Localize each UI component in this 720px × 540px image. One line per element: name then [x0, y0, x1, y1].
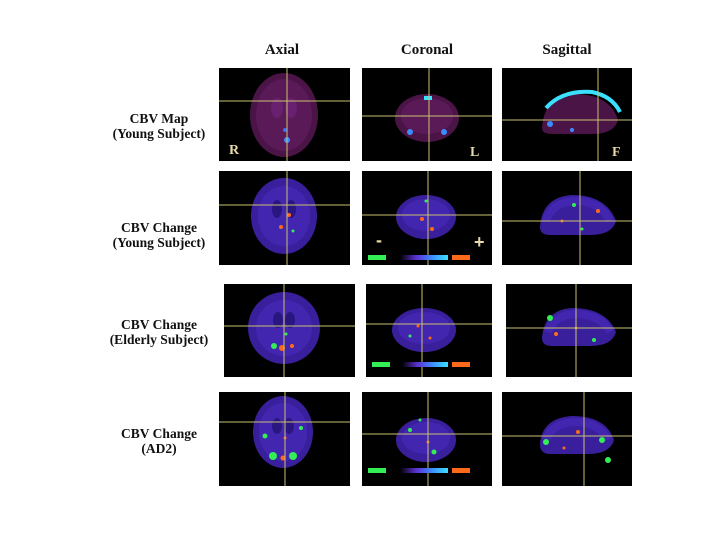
scale-minus-label: - [376, 230, 382, 250]
panel-sagittal-map-young [502, 68, 632, 161]
row-label-line2: (AD2) [141, 441, 177, 456]
panel-axial-change-ad2 [219, 392, 350, 486]
coronal-brain-image [362, 392, 492, 486]
axial-brain-image [219, 392, 350, 486]
colorbar-decrease [368, 468, 386, 473]
colorbar-gradient [402, 362, 448, 367]
row-label-line2: (Young Subject) [112, 126, 206, 141]
axial-brain-image [224, 284, 355, 377]
row-label-cbv-change-young: CBV Change (Young Subject) [90, 220, 228, 250]
row-label-line2: (Elderly Subject) [109, 332, 209, 347]
colorbar-decrease [372, 362, 390, 367]
panel-coronal-change-elderly [366, 284, 492, 377]
row-label-line1: CBV Map [129, 111, 189, 126]
colorbar-increase [452, 255, 470, 260]
row-label-cbv-change-elderly: CBV Change (Elderly Subject) [90, 317, 228, 347]
coronal-brain-image [362, 68, 492, 161]
colorbar-decrease [368, 255, 386, 260]
coronal-brain-image [362, 171, 492, 265]
colorbar-gradient [400, 468, 448, 473]
row-label-line2: (Young Subject) [112, 235, 206, 250]
scale-plus-label: + [474, 232, 485, 252]
sagittal-brain-image [506, 284, 632, 377]
axial-brain-image [219, 68, 350, 161]
panel-axial-map-young [219, 68, 350, 161]
panel-axial-change-elderly [224, 284, 355, 377]
sagittal-brain-image [502, 68, 632, 161]
panel-coronal-change-ad2 [362, 392, 492, 486]
colorbar-increase [452, 362, 470, 367]
column-header-coronal: Coronal [400, 42, 454, 58]
orientation-label-left: L [470, 145, 480, 160]
panel-sagittal-change-ad2 [502, 392, 632, 486]
panel-coronal-map-young [362, 68, 492, 161]
row-label-line1: CBV Change [121, 426, 197, 441]
row-label-cbv-map-young: CBV Map (Young Subject) [90, 111, 228, 141]
panel-axial-change-young [219, 171, 350, 265]
row-label-cbv-change-ad2: CBV Change (AD2) [90, 426, 228, 456]
sagittal-brain-image [502, 171, 632, 265]
orientation-label-right: R [229, 143, 240, 158]
column-header-sagittal: Sagittal [542, 42, 592, 58]
coronal-brain-image [366, 284, 492, 377]
column-header-axial: Axial [264, 42, 300, 58]
row-label-line1: CBV Change [121, 317, 197, 332]
sagittal-brain-image [502, 392, 632, 486]
orientation-label-front: F [612, 145, 621, 160]
colorbar-gradient [400, 255, 448, 260]
axial-brain-image [219, 171, 350, 265]
panel-coronal-change-young [362, 171, 492, 265]
colorbar-increase [452, 468, 470, 473]
panel-sagittal-change-elderly [506, 284, 632, 377]
panel-sagittal-change-young [502, 171, 632, 265]
row-label-line1: CBV Change [121, 220, 197, 235]
